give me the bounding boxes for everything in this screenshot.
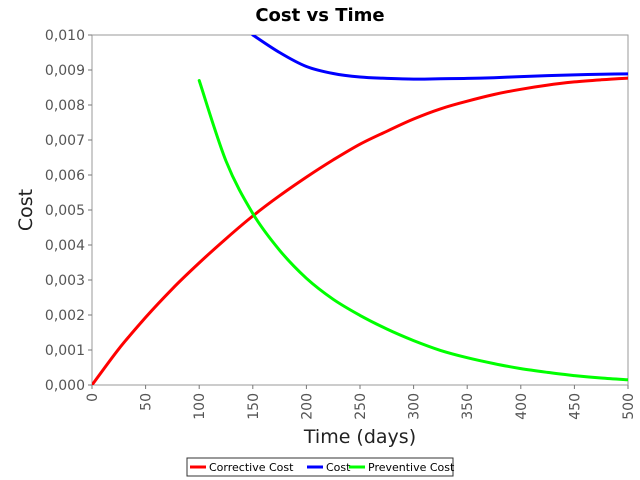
preventive-cost-line <box>197 79 628 382</box>
x-tick-label: 50 <box>139 393 155 411</box>
corrective-cost-line <box>92 76 628 385</box>
x-axis: 0 50 100 150 200 250 300 350 400 450 500 <box>85 385 637 420</box>
cost-line <box>251 35 628 81</box>
x-tick-label: 300 <box>407 393 423 420</box>
x-tick-label: 200 <box>299 393 315 420</box>
y-tick-label: 0,004 <box>45 238 85 254</box>
x-tick-label: 0 <box>85 393 101 402</box>
y-tick-label: 0,005 <box>45 203 85 219</box>
plot-area <box>91 34 629 386</box>
legend-label-cost: Cost <box>326 461 351 474</box>
y-axis: 0,000 0,001 0,002 0,003 0,004 0,005 0,006 0,007… <box>45 28 92 394</box>
legend: Corrective Cost Cost Preventive Cost <box>186 457 455 477</box>
chart-title: Cost vs Time <box>255 5 384 26</box>
y-tick-label: 0,010 <box>45 28 85 44</box>
y-tick-label: 0,008 <box>45 98 85 114</box>
x-tick-label: 400 <box>514 393 530 420</box>
x-tick-label: 100 <box>192 393 208 420</box>
y-tick-label: 0,001 <box>45 343 85 359</box>
x-tick-label: 250 <box>353 393 369 420</box>
x-tick-label: 450 <box>567 393 583 420</box>
y-tick-label: 0,003 <box>45 273 85 289</box>
y-tick-label: 0,000 <box>45 378 85 394</box>
x-axis-label: Time (days) <box>303 426 416 448</box>
y-tick-label: 0,009 <box>45 63 85 79</box>
y-tick-label: 0,002 <box>45 308 85 324</box>
series-lines <box>92 35 628 385</box>
y-axis-label: Cost <box>15 189 37 231</box>
y-tick-label: 0,006 <box>45 168 85 184</box>
x-tick-label: 350 <box>460 393 476 420</box>
legend-label-corrective-cost: Corrective Cost <box>209 461 294 474</box>
y-tick-label: 0,007 <box>45 133 85 149</box>
x-tick-label: 500 <box>621 393 637 420</box>
legend-label-preventive-cost: Preventive Cost <box>368 461 455 474</box>
x-tick-label: 150 <box>246 393 262 420</box>
